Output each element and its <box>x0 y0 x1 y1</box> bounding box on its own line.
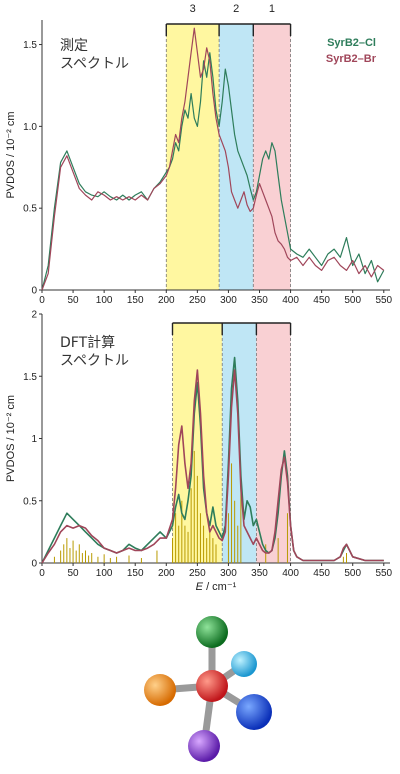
panel-1: 3 2 1 0 50 100 150 200 250 300 350 400 450 500 550 0 0.5… <box>5 3 393 306</box>
x-axis-label: E / cm⁻¹ <box>196 581 237 593</box>
y-tick-label: 1.5 <box>23 372 37 383</box>
y-tick-label: 1 <box>31 434 37 445</box>
y-tick-label: 0.5 <box>23 496 37 507</box>
x-tick-label: 300 <box>220 295 237 306</box>
x-tick-label: 300 <box>220 568 237 579</box>
y-tick-label: 0 <box>31 559 37 570</box>
y-axis-label: PVDOS / 10⁻² cm <box>5 111 17 198</box>
x-tick-label: 250 <box>189 568 206 579</box>
x-tick-label: 150 <box>127 295 144 306</box>
x-tick-label: 550 <box>375 295 392 306</box>
series-line-cl <box>41 52 385 291</box>
x-tick-label: 250 <box>189 295 206 306</box>
x-tick-label: 0 <box>39 295 45 306</box>
spectrum-annotation: スペクトル <box>60 353 129 369</box>
x-tick-label: 450 <box>313 295 330 306</box>
panel-2: 0 50 100 150 200 250 300 350 400 450 500 550 0 0.5 1 1.… <box>5 310 393 580</box>
x-tick-label: 50 <box>68 568 80 579</box>
x-tick-label: 350 <box>251 295 268 306</box>
y-tick-label: 2 <box>31 310 37 321</box>
region-2 <box>219 24 254 290</box>
x-tick-label: 400 <box>282 295 299 306</box>
x-tick-label: 200 <box>158 568 175 579</box>
x-tick-label: 200 <box>158 295 175 306</box>
legend-entry: SyrB2–Cl <box>327 37 376 49</box>
x-tick-label: 400 <box>282 568 299 579</box>
y-axis-label: PVDOS / 10⁻² cm <box>5 395 17 482</box>
legend-entry: SyrB2–Br <box>326 53 377 65</box>
region-3 <box>256 323 291 563</box>
spectrum-annotation: スペクトル <box>60 56 129 72</box>
spectrum-annotation: DFT計算 <box>60 335 115 351</box>
spectrum-annotation: 測定 <box>60 38 88 54</box>
region-3 <box>253 24 291 290</box>
y-tick-label: 0 <box>31 286 37 297</box>
y-tick-label: 0.5 <box>23 204 37 215</box>
x-tick-label: 500 <box>344 568 361 579</box>
x-tick-label: 450 <box>313 568 330 579</box>
series-line-br <box>41 369 384 564</box>
region-label-1: 1 <box>269 3 275 15</box>
x-tick-label: 100 <box>96 295 113 306</box>
x-tick-label: 100 <box>96 568 113 579</box>
region-label-3: 3 <box>190 3 196 15</box>
region-label-2: 2 <box>233 3 239 15</box>
x-tick-label: 0 <box>39 568 45 579</box>
x-tick-label: 550 <box>375 568 392 579</box>
x-tick-label: 50 <box>68 295 80 306</box>
x-tick-label: 150 <box>127 568 144 579</box>
y-tick-label: 1.5 <box>23 40 37 51</box>
y-tick-label: 1.0 <box>23 122 37 133</box>
x-tick-label: 500 <box>344 295 361 306</box>
x-tick-label: 350 <box>251 568 268 579</box>
series-line-br <box>41 27 385 291</box>
